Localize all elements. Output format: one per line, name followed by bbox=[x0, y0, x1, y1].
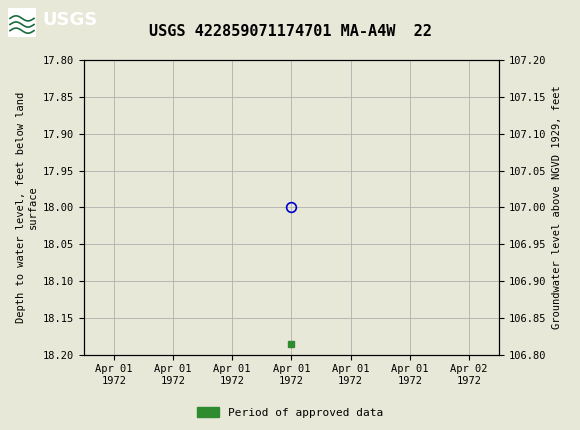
Bar bbox=[8, 8, 36, 37]
Legend: Period of approved data: Period of approved data bbox=[193, 403, 387, 422]
Text: USGS 422859071174701 MA-A4W  22: USGS 422859071174701 MA-A4W 22 bbox=[148, 24, 432, 39]
Y-axis label: Groundwater level above NGVD 1929, feet: Groundwater level above NGVD 1929, feet bbox=[552, 86, 561, 329]
Y-axis label: Depth to water level, feet below land
surface: Depth to water level, feet below land su… bbox=[16, 92, 38, 323]
Text: USGS: USGS bbox=[42, 12, 97, 29]
